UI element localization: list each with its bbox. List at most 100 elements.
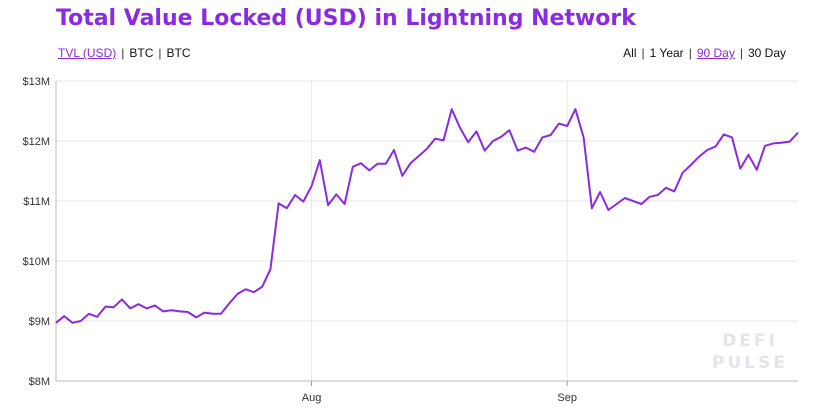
data-point xyxy=(738,167,742,171)
data-point xyxy=(334,192,338,196)
y-tick-label: $12M xyxy=(22,136,50,148)
data-point xyxy=(153,303,157,307)
y-tick-label: $9M xyxy=(29,316,50,328)
data-point xyxy=(516,149,520,153)
unit-option-tvl-usd[interactable]: TVL (USD) xyxy=(58,46,117,60)
data-point xyxy=(475,129,479,133)
data-point xyxy=(244,287,248,291)
data-point xyxy=(112,305,116,309)
chart-title: Total Value Locked (USD) in Lightning Ne… xyxy=(56,6,636,31)
data-point xyxy=(730,135,734,139)
data-point xyxy=(120,297,124,301)
data-point xyxy=(277,201,281,205)
data-point xyxy=(235,292,239,296)
data-point xyxy=(466,140,470,144)
data-point xyxy=(697,155,701,159)
data-point xyxy=(178,309,182,313)
data-point xyxy=(145,306,149,310)
data-point xyxy=(219,312,223,316)
data-point xyxy=(400,174,404,178)
data-point xyxy=(417,154,421,158)
data-point xyxy=(796,131,800,135)
separator: | xyxy=(739,46,743,60)
x-tick-label: Sep xyxy=(557,392,577,404)
y-tick-label: $11M xyxy=(23,196,50,208)
y-tick-label: $13M xyxy=(22,76,50,88)
data-point xyxy=(507,128,511,132)
data-point xyxy=(705,148,709,152)
separator: | xyxy=(688,46,692,60)
separator: | xyxy=(158,46,162,60)
data-point xyxy=(87,312,91,316)
separator: | xyxy=(641,46,645,60)
data-point xyxy=(71,321,75,325)
data-point xyxy=(202,311,206,315)
data-point xyxy=(384,162,388,166)
range-option-90-day[interactable]: 90 Day xyxy=(696,46,735,60)
data-point xyxy=(763,144,767,148)
data-point xyxy=(260,285,264,289)
x-tick-label: Aug xyxy=(302,392,322,404)
data-point xyxy=(755,168,759,172)
watermark-line-1: DEFI xyxy=(722,331,778,351)
data-point xyxy=(557,122,561,126)
data-point xyxy=(310,184,314,188)
unit-option-btc[interactable]: BTC xyxy=(129,46,154,60)
separator: | xyxy=(121,46,125,60)
series-line-tvl xyxy=(55,108,799,324)
y-tick-label: $10M xyxy=(22,256,50,268)
range-option-all[interactable]: All xyxy=(623,46,637,60)
range-option-30-day[interactable]: 30 Day xyxy=(747,46,786,60)
data-point xyxy=(376,162,380,166)
defi-pulse-watermark: DEFI PULSE xyxy=(712,330,788,374)
data-point xyxy=(631,199,635,203)
data-point xyxy=(161,309,165,313)
data-point xyxy=(499,135,503,139)
data-point xyxy=(450,107,454,111)
data-point xyxy=(392,148,396,152)
data-point xyxy=(268,267,272,271)
data-point xyxy=(62,314,66,318)
data-point xyxy=(788,140,792,144)
data-point xyxy=(573,107,577,111)
data-point xyxy=(326,203,330,207)
data-point xyxy=(95,315,99,319)
watermark-line-2: PULSE xyxy=(712,353,788,373)
range-option-1-year[interactable]: 1 Year xyxy=(649,46,684,60)
data-point xyxy=(169,308,173,312)
data-point xyxy=(549,133,553,137)
data-point xyxy=(540,135,544,139)
data-point xyxy=(425,147,429,151)
data-point xyxy=(780,141,784,145)
data-point xyxy=(639,202,643,206)
data-point xyxy=(565,124,569,128)
data-point xyxy=(293,193,297,197)
data-point xyxy=(747,153,751,157)
data-point xyxy=(664,186,668,190)
unit-option-btc-2[interactable]: BTC xyxy=(166,46,191,60)
data-point xyxy=(409,161,413,165)
data-point xyxy=(483,149,487,153)
data-point xyxy=(722,132,726,136)
y-tick-label: $8M xyxy=(29,376,50,388)
data-point xyxy=(54,321,58,325)
data-point xyxy=(285,206,289,210)
data-point xyxy=(104,305,108,309)
data-point xyxy=(359,161,363,165)
data-point xyxy=(433,137,437,141)
data-point xyxy=(648,195,652,199)
data-point xyxy=(681,171,685,175)
data-point xyxy=(128,306,132,310)
data-point xyxy=(79,319,83,323)
data-point xyxy=(689,163,693,167)
data-point xyxy=(351,165,355,169)
data-point xyxy=(606,208,610,212)
data-point xyxy=(532,150,536,154)
range-selector: All | 1 Year | 90 Day | 30 Day xyxy=(623,46,786,60)
data-point xyxy=(714,144,718,148)
data-point xyxy=(590,206,594,210)
data-point xyxy=(211,312,215,316)
data-point xyxy=(582,135,586,139)
data-point xyxy=(367,168,371,172)
